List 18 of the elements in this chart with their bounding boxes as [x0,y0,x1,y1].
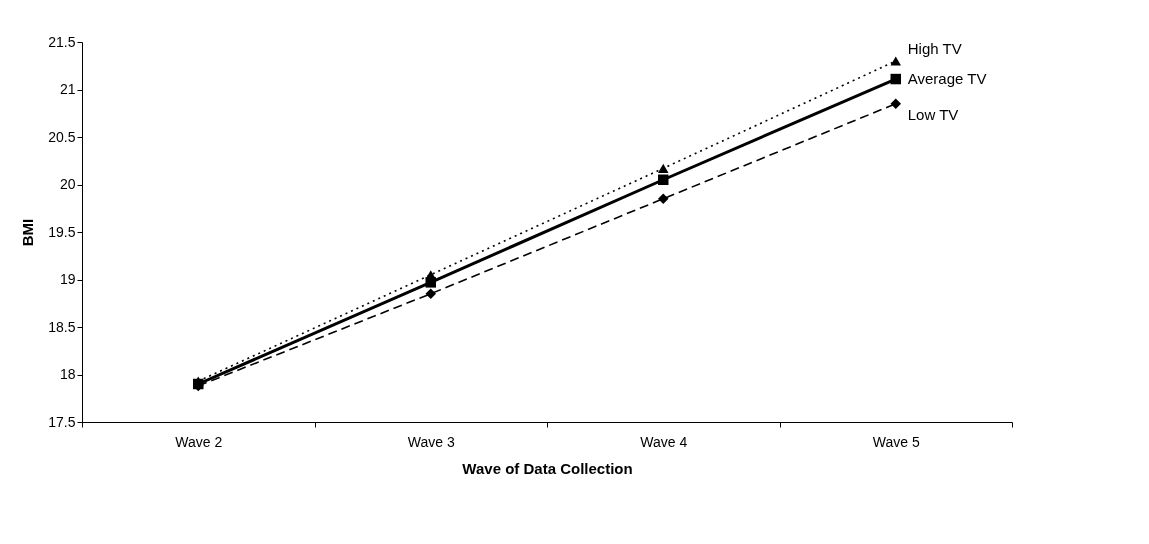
x-tick-label: Wave 5 [872,433,920,450]
x-tick-label: Wave 2 [175,433,223,450]
x-tick-label: Wave 4 [640,433,688,450]
x-axis-title: Wave of Data Collection [462,459,633,477]
y-tick-label: 21 [59,81,76,97]
series-label: Low TV [907,105,959,123]
y-axis-title: BMI [19,218,37,247]
x-tick-label: Wave 3 [407,433,455,450]
y-tick-label: 17.5 [48,413,76,430]
y-tick-label: 18.5 [48,318,76,335]
y-tick-label: 20.5 [48,128,76,145]
series-label: High TV [907,40,962,57]
y-tick-label: 19.5 [48,223,76,240]
y-tick-label: 19 [59,271,76,287]
y-tick-label: 20 [59,176,76,192]
y-tick-label: 18 [59,366,76,382]
y-tick-label: 21.5 [48,33,76,50]
series-label: Average TV [907,70,987,88]
